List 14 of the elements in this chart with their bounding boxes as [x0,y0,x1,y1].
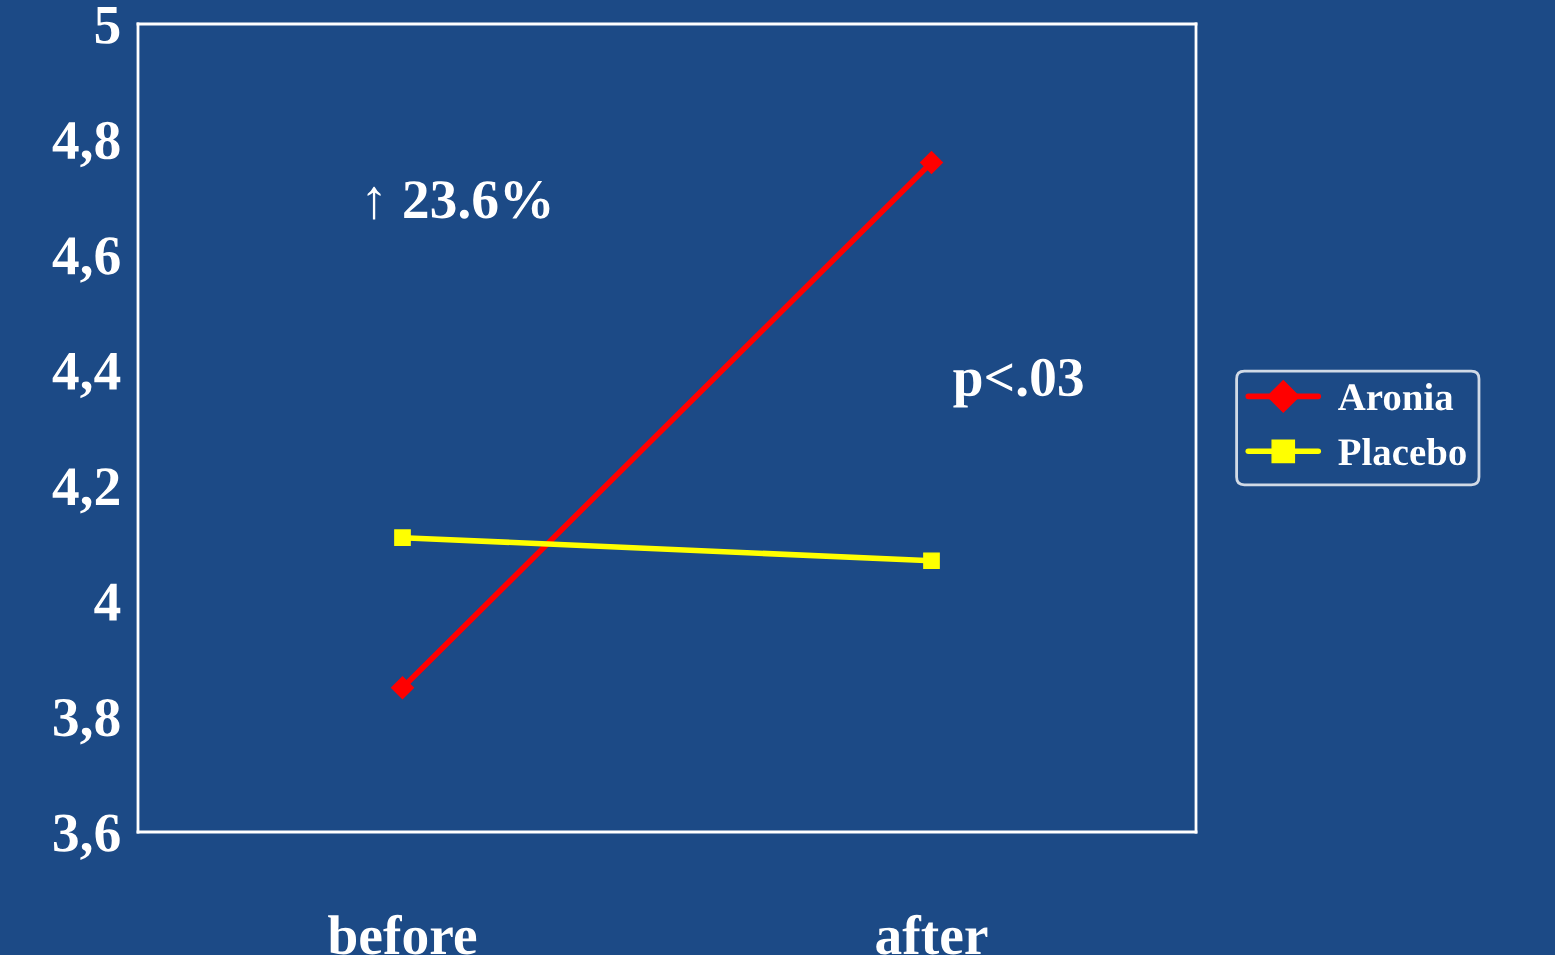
y-tick-label: 4,8 [52,121,120,168]
annotation: p<.03 [953,358,1083,408]
annotation: ↑ 23.6% [367,180,550,220]
y-tick-label: 5 [95,6,120,44]
legend-label: Aronia [1338,383,1454,411]
y-tick-label: 4 [94,583,121,621]
y-tick-label: 3,8 [53,698,120,745]
y-tick-label: 4,4 [52,352,121,399]
y-tick-label: 4,2 [52,468,119,514]
x-tick-label: after [876,914,988,955]
y-tick-label: 3,6 [53,814,120,860]
legend-label: Placebo [1338,437,1466,466]
x-tick-label: before [328,914,477,955]
y-tick-label: 4,6 [52,237,120,283]
